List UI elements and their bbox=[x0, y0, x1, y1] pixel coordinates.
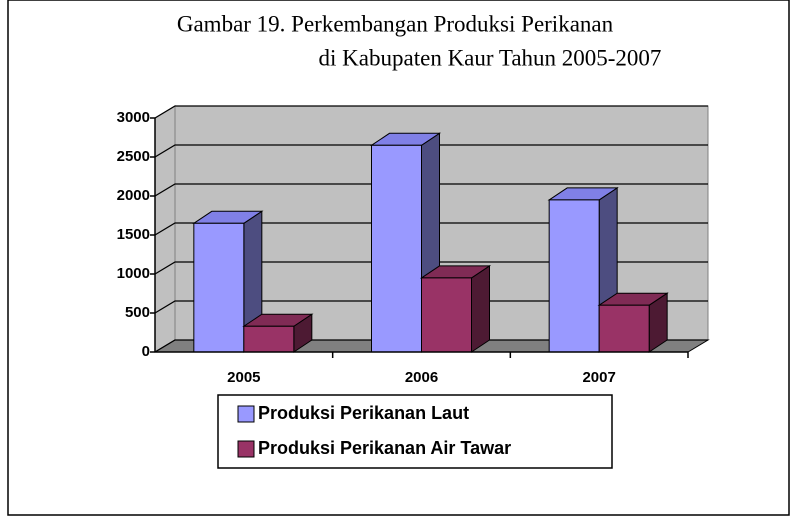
y-tick-label: 0 bbox=[142, 343, 150, 360]
legend-label: Produksi Perikanan Laut bbox=[258, 403, 469, 423]
bar bbox=[193, 222, 245, 353]
y-tick-label: 3000 bbox=[117, 109, 150, 126]
legend-swatch bbox=[237, 440, 255, 458]
x-tick-label: 2007 bbox=[582, 369, 615, 386]
y-tick-label: 2500 bbox=[117, 148, 150, 165]
legend-box bbox=[217, 394, 613, 469]
bar bbox=[421, 277, 472, 353]
grid-line bbox=[154, 144, 708, 158]
legend-label: Produksi Perikanan Air Tawar bbox=[258, 438, 511, 458]
bar-side bbox=[471, 264, 490, 353]
x-tick-label: 2005 bbox=[227, 369, 260, 386]
grid-line bbox=[154, 339, 708, 353]
y-tick-label: 1500 bbox=[117, 226, 150, 243]
x-tick-label: 2006 bbox=[405, 369, 438, 386]
grid-line bbox=[154, 222, 708, 236]
bar bbox=[548, 199, 600, 353]
bar bbox=[243, 325, 295, 353]
grid-line bbox=[154, 261, 708, 275]
grid-line bbox=[154, 105, 708, 119]
bar bbox=[598, 304, 650, 353]
y-tick-label: 1000 bbox=[117, 265, 150, 282]
bar bbox=[371, 144, 422, 353]
y-tick-label: 500 bbox=[125, 304, 150, 321]
chart-title: Gambar 19. Perkembangan Produksi Perikan… bbox=[177, 11, 614, 36]
legend-swatch bbox=[237, 405, 255, 423]
chart-title: di Kabupaten Kaur Tahun 2005-2007 bbox=[319, 45, 662, 70]
y-tick-label: 2000 bbox=[117, 187, 150, 204]
grid-line bbox=[154, 183, 708, 197]
grid-line bbox=[154, 300, 708, 314]
